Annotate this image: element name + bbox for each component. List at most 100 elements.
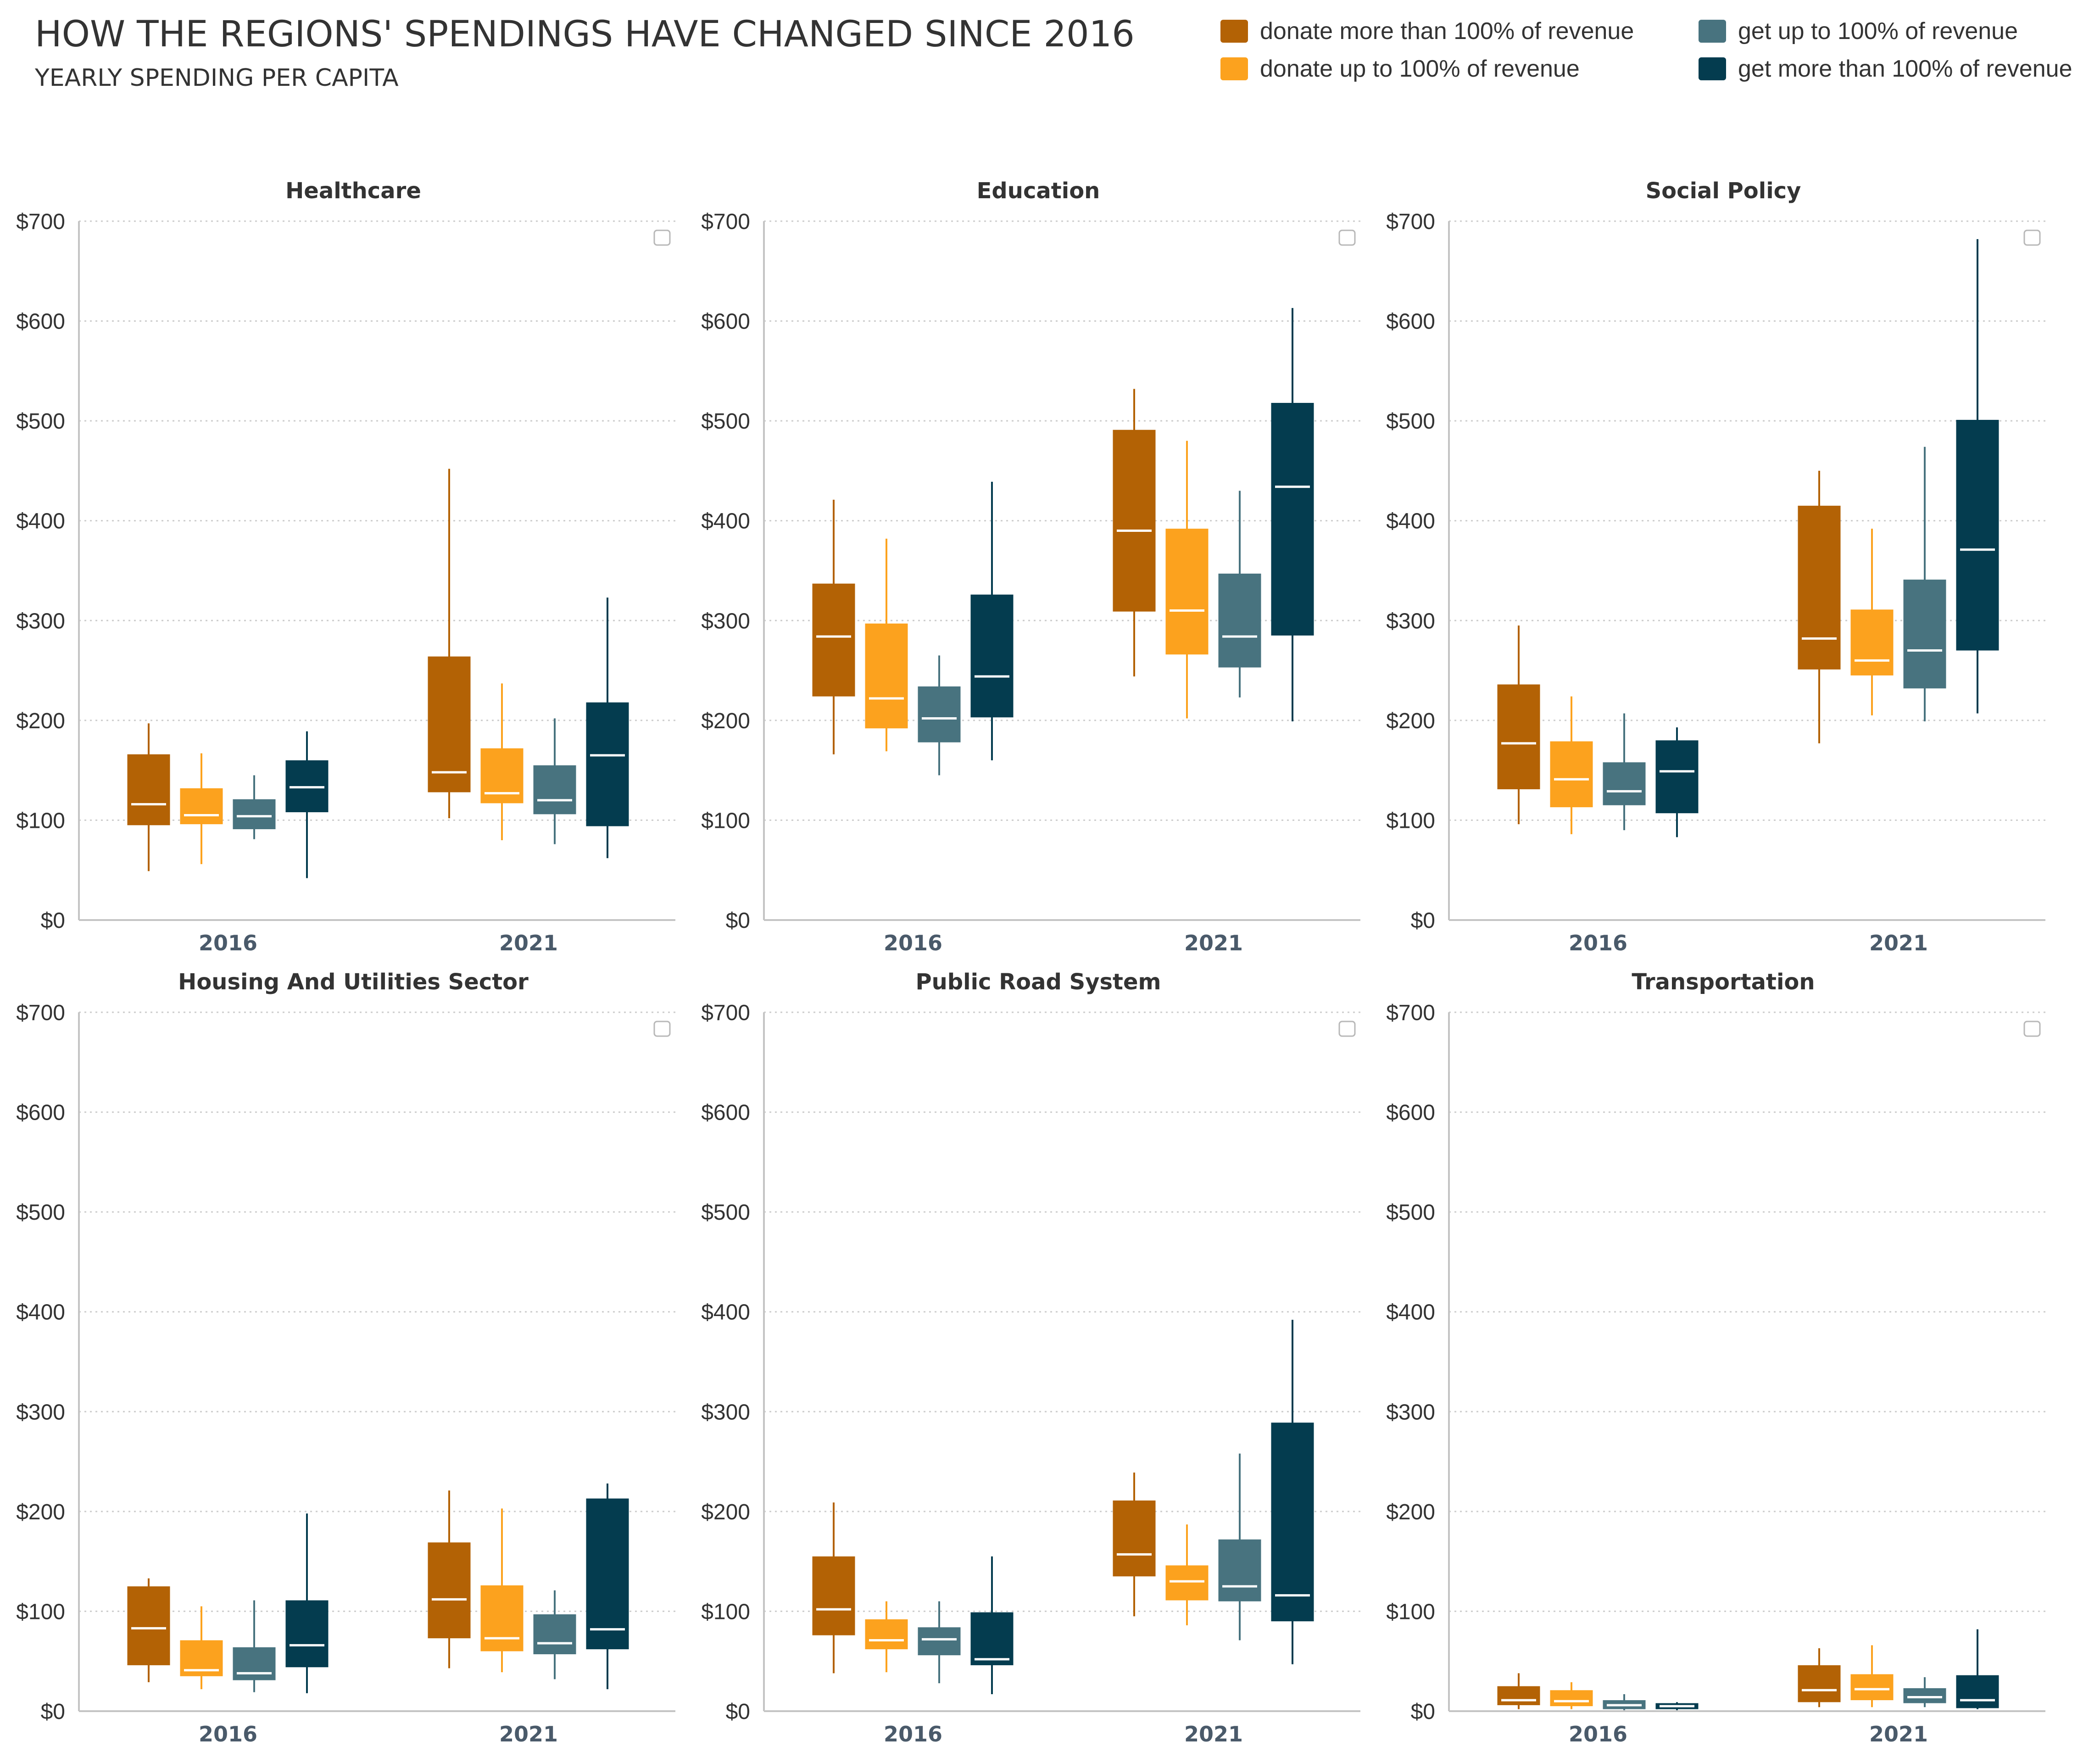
y-tick-label: $300 xyxy=(701,1400,750,1424)
y-tick-label: $0 xyxy=(1411,1700,1435,1724)
y-tick-label: $0 xyxy=(41,1700,65,1724)
y-tick-label: $200 xyxy=(701,709,750,733)
box-1-1[interactable] xyxy=(1165,529,1209,655)
box-0-0[interactable] xyxy=(1497,684,1540,789)
box-1-1[interactable] xyxy=(1850,609,1894,675)
panel-checkbox[interactable] xyxy=(2023,229,2041,246)
panel-checkbox[interactable] xyxy=(653,1021,671,1037)
box-1-1[interactable] xyxy=(1850,1674,1894,1701)
x-category-label: 2016 xyxy=(884,1722,942,1746)
box-0-3[interactable] xyxy=(1655,740,1699,814)
box-1-0[interactable] xyxy=(428,656,471,792)
box-0-2[interactable] xyxy=(918,686,961,742)
box-1-1[interactable] xyxy=(480,748,524,803)
y-tick-label: $500 xyxy=(1386,409,1435,434)
box-0-2[interactable] xyxy=(918,1627,961,1656)
legend: donate more than 100% of revenue donate … xyxy=(1220,17,2092,91)
box-0-1[interactable] xyxy=(865,623,908,729)
legend-item-donate-more[interactable]: donate more than 100% of revenue xyxy=(1220,17,1634,45)
box-1-0[interactable] xyxy=(1113,1500,1156,1577)
box-0-2[interactable] xyxy=(233,1647,276,1680)
chart-panel-0: Healthcare $0 $100 $200 $300 $400 $500 $600 $700… xyxy=(16,178,675,955)
box-1-3[interactable] xyxy=(586,1498,629,1650)
box-0-1[interactable] xyxy=(180,788,223,825)
panel-checkbox[interactable] xyxy=(1338,1021,1356,1037)
box-1-3[interactable] xyxy=(586,702,629,826)
box-0-3[interactable] xyxy=(970,1612,1014,1665)
legend-label: donate up to 100% of revenue xyxy=(1260,56,1580,82)
legend-item-get-more[interactable]: get more than 100% of revenue xyxy=(1699,55,2072,83)
chart-panel-2: Social Policy $0 $100 $200 $300 $400 $500 $600 $… xyxy=(1386,178,2045,955)
y-tick-label: $700 xyxy=(16,1001,65,1025)
y-tick-label: $200 xyxy=(701,1500,750,1524)
box-1-3[interactable] xyxy=(1956,1675,1999,1708)
x-category-label: 2016 xyxy=(199,931,257,955)
box-1-3[interactable] xyxy=(1271,1423,1314,1622)
y-tick-label: $100 xyxy=(701,809,750,833)
box-0-1[interactable] xyxy=(1550,1690,1593,1707)
box-1-0[interactable] xyxy=(428,1542,471,1639)
legend-swatch xyxy=(1699,20,1726,43)
y-tick-label: $400 xyxy=(1386,509,1435,534)
y-tick-label: $300 xyxy=(701,609,750,633)
y-tick-label: $600 xyxy=(16,310,65,334)
box-0-2[interactable] xyxy=(233,799,276,830)
y-tick-label: $300 xyxy=(1386,1400,1435,1424)
box-1-2[interactable] xyxy=(533,765,576,815)
panel-checkbox[interactable] xyxy=(1338,229,1356,246)
y-tick-label: $400 xyxy=(1386,1300,1435,1325)
box-1-0[interactable] xyxy=(1798,1665,1841,1702)
legend-item-get-up-to[interactable]: get up to 100% of revenue xyxy=(1699,17,2018,45)
y-tick-label: $0 xyxy=(41,909,65,933)
box-0-0[interactable] xyxy=(127,754,170,826)
box-0-1[interactable] xyxy=(865,1619,908,1650)
box-1-2[interactable] xyxy=(1903,580,1946,689)
box-0-3[interactable] xyxy=(285,1600,329,1668)
y-tick-label: $500 xyxy=(701,409,750,434)
y-tick-label: $400 xyxy=(701,1300,750,1325)
x-category-label: 2021 xyxy=(1869,931,1928,955)
y-tick-label: $600 xyxy=(1386,310,1435,334)
legend-label: get up to 100% of revenue xyxy=(1738,18,2018,45)
y-tick-label: $700 xyxy=(701,1001,750,1025)
box-0-0[interactable] xyxy=(812,583,855,697)
box-0-2[interactable] xyxy=(1603,762,1646,805)
panel-title: Housing And Utilities Sector xyxy=(178,969,529,995)
x-category-label: 2021 xyxy=(1184,1722,1243,1746)
panel-title: Transportation xyxy=(1632,969,1815,995)
box-1-2[interactable] xyxy=(1218,574,1261,668)
panel-title: Social Policy xyxy=(1646,178,1801,204)
box-1-2[interactable] xyxy=(533,1614,576,1654)
y-tick-label: $100 xyxy=(1386,809,1435,833)
y-tick-label: $100 xyxy=(701,1600,750,1624)
legend-swatch xyxy=(1699,57,1726,80)
panel-checkbox[interactable] xyxy=(653,229,671,246)
box-1-3[interactable] xyxy=(1956,419,1999,651)
y-tick-label: $400 xyxy=(16,509,65,534)
y-tick-label: $100 xyxy=(1386,1600,1435,1624)
box-1-2[interactable] xyxy=(1903,1688,1946,1703)
y-tick-label: $500 xyxy=(701,1200,750,1225)
box-0-1[interactable] xyxy=(1550,741,1593,808)
y-tick-label: $300 xyxy=(16,1400,65,1424)
y-tick-label: $0 xyxy=(1411,909,1435,933)
box-0-3[interactable] xyxy=(970,594,1014,718)
box-0-0[interactable] xyxy=(812,1556,855,1635)
box-1-1[interactable] xyxy=(480,1585,524,1652)
box-0-0[interactable] xyxy=(1497,1686,1540,1705)
box-1-2[interactable] xyxy=(1218,1539,1261,1601)
y-tick-label: $0 xyxy=(726,1700,750,1724)
box-1-1[interactable] xyxy=(1165,1565,1209,1601)
box-1-0[interactable] xyxy=(1113,430,1156,612)
y-tick-label: $500 xyxy=(16,409,65,434)
box-0-0[interactable] xyxy=(127,1586,170,1665)
legend-swatch xyxy=(1220,57,1248,80)
chart-title: HOW THE REGIONS' SPENDINGS HAVE CHANGED … xyxy=(35,14,1135,55)
panel-checkbox[interactable] xyxy=(2023,1021,2041,1037)
panel-title: Healthcare xyxy=(285,178,421,204)
box-1-0[interactable] xyxy=(1798,506,1841,670)
box-1-3[interactable] xyxy=(1271,402,1314,636)
legend-item-donate-up-to[interactable]: donate up to 100% of revenue xyxy=(1220,55,1580,83)
y-tick-label: $200 xyxy=(1386,1500,1435,1524)
